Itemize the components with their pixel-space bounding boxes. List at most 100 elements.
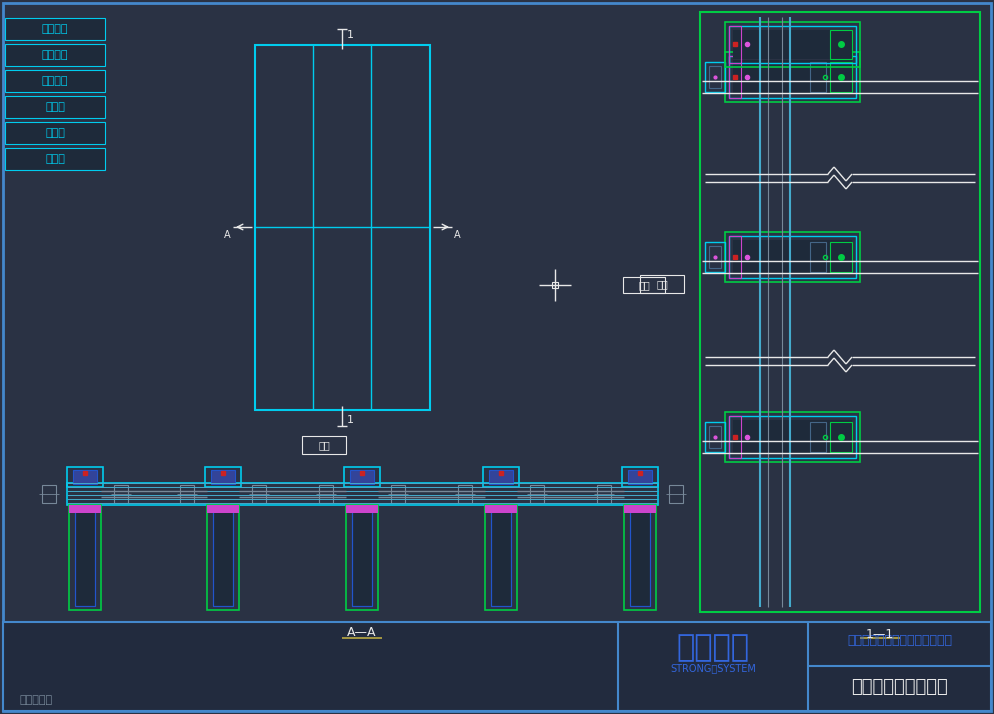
Text: 室外: 室外 — [656, 279, 668, 289]
Bar — [725, 412, 860, 462]
Bar — [729, 56, 741, 98]
Bar — [180, 485, 194, 503]
Text: 1—1: 1—1 — [866, 628, 895, 640]
Bar — [729, 56, 856, 98]
Text: 1: 1 — [347, 30, 354, 40]
Bar — [729, 236, 741, 278]
Bar — [830, 422, 852, 452]
Bar — [213, 509, 233, 606]
Bar — [491, 509, 511, 606]
Bar — [733, 30, 852, 59]
Text: STRONG｜SYSTEM: STRONG｜SYSTEM — [670, 663, 756, 673]
Bar — [205, 467, 241, 487]
Bar — [630, 509, 650, 606]
Bar — [624, 505, 656, 513]
Text: 大通透: 大通透 — [45, 154, 65, 164]
Bar — [669, 485, 683, 503]
Bar — [346, 505, 378, 610]
Text: 西创系统: 西创系统 — [677, 633, 749, 663]
Bar — [725, 232, 860, 282]
Bar — [552, 282, 558, 288]
Bar — [114, 485, 128, 503]
Text: 安全防火: 安全防火 — [42, 24, 69, 34]
Bar — [830, 30, 852, 59]
Bar — [705, 422, 725, 452]
Text: 专利产品！: 专利产品！ — [20, 695, 53, 705]
Bar — [3, 622, 991, 711]
Bar — [391, 485, 405, 503]
Bar — [344, 467, 380, 487]
Bar — [485, 505, 517, 610]
Bar — [75, 509, 95, 606]
Text: 室外: 室外 — [318, 440, 330, 450]
Bar — [485, 505, 517, 513]
Bar — [458, 485, 472, 503]
Text: 1: 1 — [347, 415, 354, 425]
Bar — [705, 62, 725, 92]
Bar — [491, 509, 511, 606]
Bar — [67, 467, 103, 487]
Text: 西创金属科技（江苏）有限公司: 西创金属科技（江苏）有限公司 — [848, 635, 952, 648]
Bar — [729, 416, 856, 458]
Bar — [75, 509, 95, 606]
Bar — [709, 246, 721, 268]
Bar — [5, 18, 105, 40]
Bar — [69, 505, 101, 610]
Bar — [709, 66, 721, 88]
Bar — [810, 62, 826, 92]
Bar — [810, 242, 826, 272]
Bar — [640, 275, 684, 293]
Bar — [705, 242, 725, 272]
Bar — [630, 509, 650, 606]
Bar — [5, 44, 105, 66]
Bar — [5, 148, 105, 170]
Text: A—A: A—A — [347, 626, 377, 640]
Bar — [483, 467, 519, 487]
Text: 直角重型锂幕墙系统: 直角重型锂幕墙系统 — [852, 678, 948, 696]
Bar — [709, 426, 721, 448]
Bar — [830, 242, 852, 272]
Bar — [352, 509, 372, 606]
Bar — [725, 52, 860, 102]
Bar — [597, 485, 611, 503]
Bar — [5, 70, 105, 92]
Bar — [729, 26, 856, 63]
Bar — [302, 436, 346, 454]
Bar — [5, 122, 105, 144]
Bar — [622, 467, 658, 487]
Text: 超级防腔: 超级防腔 — [42, 76, 69, 86]
Bar — [810, 422, 826, 452]
Bar — [350, 470, 374, 484]
Bar — [207, 505, 239, 513]
Text: A: A — [453, 230, 460, 240]
Bar — [42, 485, 56, 503]
Bar — [67, 483, 658, 505]
Bar — [530, 485, 544, 503]
Bar — [207, 505, 239, 610]
Bar — [255, 45, 430, 410]
Bar — [352, 509, 372, 606]
Bar — [733, 60, 852, 94]
Bar — [700, 12, 980, 612]
Text: 环保节能: 环保节能 — [42, 50, 69, 60]
Bar — [733, 420, 852, 454]
Text: 室外: 室外 — [638, 280, 650, 290]
Bar — [628, 470, 652, 484]
Text: 大跨度: 大跨度 — [45, 102, 65, 112]
Text: A: A — [224, 230, 231, 240]
Text: 更纤细: 更纤细 — [45, 128, 65, 138]
Bar — [729, 236, 856, 278]
Bar — [213, 509, 233, 606]
Bar — [69, 505, 101, 513]
Bar — [733, 240, 852, 274]
Bar — [5, 96, 105, 118]
Bar — [211, 470, 235, 484]
Bar — [729, 416, 741, 458]
Bar — [623, 277, 665, 293]
Bar — [319, 485, 333, 503]
Bar — [489, 470, 513, 484]
Bar — [830, 62, 852, 92]
Bar — [346, 505, 378, 513]
Bar — [624, 505, 656, 610]
Bar — [252, 485, 266, 503]
